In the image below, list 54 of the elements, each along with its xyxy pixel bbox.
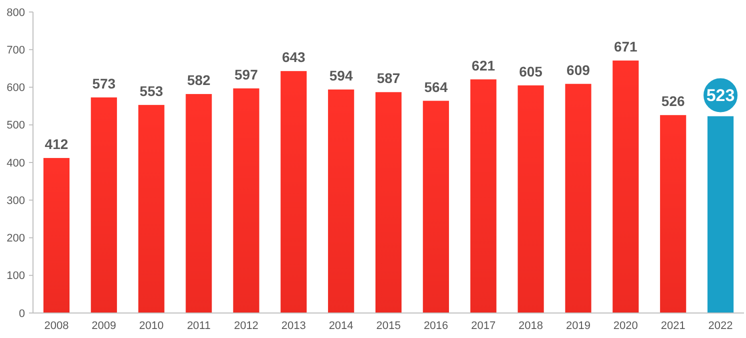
x-tick-label: 2022 <box>708 320 733 332</box>
bar <box>612 60 639 313</box>
bar <box>375 92 402 313</box>
data-label: 523 <box>706 86 735 106</box>
bar <box>660 115 686 313</box>
y-tick-label: 600 <box>6 82 25 94</box>
data-label: 594 <box>329 68 353 84</box>
x-tick-label: 2009 <box>92 320 116 332</box>
x-tick-label: 2013 <box>281 320 306 332</box>
y-tick-label: 700 <box>6 44 25 56</box>
data-label: 573 <box>92 75 116 92</box>
x-tick-label: 2014 <box>328 320 354 332</box>
y-tick-label: 800 <box>6 6 25 19</box>
y-tick-label: 500 <box>6 120 25 132</box>
data-label: 605 <box>519 63 543 80</box>
data-label: 643 <box>282 49 306 66</box>
y-tick-label: 100 <box>6 270 25 282</box>
data-label: 412 <box>44 136 68 152</box>
data-label: 587 <box>376 70 400 86</box>
y-tick-label: 300 <box>6 194 25 207</box>
data-label: 526 <box>661 93 685 110</box>
bar <box>90 97 117 313</box>
bar <box>328 90 354 313</box>
data-label: 597 <box>234 66 258 82</box>
x-tick-label: 2012 <box>234 320 258 332</box>
bar <box>43 158 70 313</box>
bar <box>470 79 496 313</box>
bar <box>707 116 734 313</box>
y-tick-label: 200 <box>6 232 25 245</box>
data-label: 582 <box>187 72 211 88</box>
x-tick-label: 2008 <box>44 320 69 332</box>
x-tick-label: 2010 <box>139 320 164 332</box>
data-label: 621 <box>472 57 496 74</box>
x-tick-label: 2020 <box>613 320 638 332</box>
y-tick-label: 400 <box>6 157 25 170</box>
x-tick-label: 2011 <box>186 320 211 332</box>
x-tick-label: 2016 <box>424 320 448 332</box>
data-label: 564 <box>424 78 448 95</box>
x-tick-label: 2015 <box>376 320 401 332</box>
x-tick-label: 2018 <box>518 320 544 332</box>
bar <box>186 94 212 313</box>
bar <box>518 85 544 313</box>
x-tick-label: 2021 <box>660 320 686 332</box>
bar <box>565 84 592 313</box>
x-tick-label: 2017 <box>471 320 496 332</box>
y-tick-label: 0 <box>18 308 25 320</box>
bar <box>422 100 449 313</box>
x-tick-label: 2019 <box>566 320 590 332</box>
data-label: 553 <box>140 82 164 99</box>
data-label: 671 <box>614 38 638 55</box>
bar <box>138 104 164 313</box>
bar <box>280 71 307 313</box>
data-label: 609 <box>566 62 590 78</box>
bar <box>233 88 260 313</box>
